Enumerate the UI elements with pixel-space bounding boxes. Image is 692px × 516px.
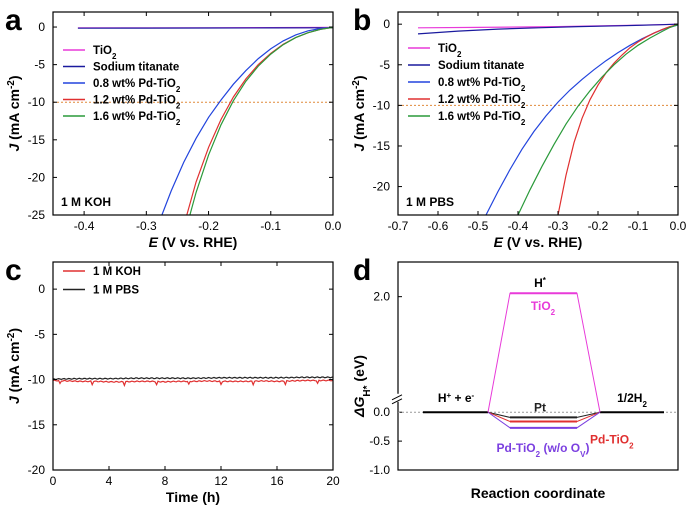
x-tick-label: -0.5	[468, 219, 489, 233]
y-tick-label: -0.5	[369, 434, 390, 448]
y-tick-label: -15	[373, 139, 391, 153]
panel-letter: d	[353, 254, 371, 287]
plot-frame	[397, 11, 679, 216]
y-tick-label: -1.0	[369, 463, 390, 477]
series-line	[417, 23, 678, 35]
series-line	[517, 24, 678, 215]
initial-state-label: H+ + e-	[438, 391, 475, 406]
x-tick-label: 0.0	[670, 219, 687, 233]
y-tick-label: -15	[28, 418, 46, 432]
series-line	[557, 24, 678, 215]
x-tick-label: -0.2	[588, 219, 609, 233]
level-label: TiO2	[531, 299, 556, 317]
condition-label: 1 M PBS	[406, 195, 454, 209]
y-tick-label: 0	[38, 20, 45, 34]
x-tick-label: 8	[162, 474, 169, 488]
panel-c: c 0 4 8 12 16 20 0 -5 -10 -15 -20 Time (h) J (mA cm-2…	[5, 254, 340, 505]
series-line	[186, 26, 333, 215]
level-label: Pt	[534, 400, 546, 414]
x-tick-label: -0.4	[74, 219, 95, 233]
legend-label: TiO2	[93, 45, 117, 61]
series-group	[53, 376, 333, 388]
level-label: Pd-TiO2	[590, 432, 634, 450]
axis-break-mask	[393, 393, 403, 402]
x-tick-label: -0.6	[428, 219, 449, 233]
plot-frame	[397, 261, 679, 471]
panel-a: a -0.4 -0.3 -0.2 -0.1 0.0 0 -5 -10 -15 -20 -25 E (V …	[5, 4, 342, 250]
series-group	[417, 23, 678, 215]
x-tick-label: 0.0	[325, 219, 342, 233]
x-tick-label: 20	[326, 474, 340, 488]
x-tick-label: 0	[50, 474, 57, 488]
plot-frame	[52, 11, 334, 216]
y-tick-label: 2.0	[373, 290, 390, 304]
y-tick-label: -20	[373, 180, 391, 194]
y-tick-label: -5	[34, 327, 45, 341]
legend-label: TiO2	[438, 43, 462, 59]
y-axis-label: J (mA cm-2)	[351, 75, 368, 151]
legend-label: Sodium titanate	[93, 62, 179, 74]
y-tick-label: -25	[28, 208, 46, 222]
y-tick-label: -20	[28, 170, 46, 184]
legend-label: 0.8 wt% Pd-TiO2	[438, 77, 526, 93]
x-tick-label: -0.7	[388, 219, 409, 233]
y-axis-label: J (mA cm-2)	[6, 328, 23, 404]
panel-letter: b	[353, 4, 371, 37]
y-tick-label: -5	[379, 58, 390, 72]
x-axis-label: E (V vs. RHE)	[149, 234, 238, 250]
y-tick-label: 0	[38, 282, 45, 296]
x-tick-label: -0.4	[508, 219, 529, 233]
y-axis-label: J (mA cm-2)	[6, 75, 23, 151]
legend-label: 1 M PBS	[93, 285, 139, 297]
x-axis-label: Time (h)	[166, 489, 220, 505]
level-label: Pd-TiO2 (w/o OV)	[497, 441, 590, 459]
panel-b: b -0.7 -0.6 -0.5 -0.4 -0.3 -0.2 -0.1 0.0 0 -5 -10 -1…	[351, 4, 687, 250]
series-line	[53, 376, 333, 381]
y-axis-label: ΔGH* (eV)	[351, 355, 373, 418]
y-tick-label: -15	[28, 133, 46, 147]
legend-label: 1.2 wt% Pd-TiO2	[93, 95, 181, 111]
legend-label: Sodium titanate	[438, 60, 524, 72]
condition-label: 1 M KOH	[61, 195, 111, 209]
legend-label: 1 M KOH	[93, 266, 141, 278]
y-tick-label: -10	[373, 98, 391, 112]
axis-break	[391, 398, 403, 405]
series-line	[53, 379, 333, 388]
y-tick-label: -20	[28, 463, 46, 477]
x-tick-label: 4	[106, 474, 113, 488]
legend-label: 1.6 wt% Pd-TiO2	[438, 111, 526, 127]
y-tick-label: -10	[28, 373, 46, 387]
x-tick-label: -0.1	[628, 219, 649, 233]
axis-break	[391, 394, 403, 401]
x-tick-label: 12	[214, 474, 228, 488]
x-tick-label: -0.3	[548, 219, 569, 233]
x-axis-label: Reaction coordinate	[471, 485, 606, 501]
legend-label: 0.8 wt% Pd-TiO2	[93, 78, 181, 94]
legend-label: 1.6 wt% Pd-TiO2	[93, 111, 181, 127]
series-group	[77, 26, 333, 215]
intermediate-label: H*	[534, 276, 547, 291]
series-line	[161, 26, 333, 215]
x-tick-label: -0.1	[260, 219, 281, 233]
x-axis-label: E (V vs. RHE)	[494, 234, 583, 250]
x-tick-label: 16	[270, 474, 284, 488]
pathway-line	[487, 411, 601, 429]
final-state-label: 1/2H2	[617, 391, 647, 409]
x-tick-label: -0.3	[136, 219, 157, 233]
series-line	[189, 26, 333, 215]
x-tick-label: -0.2	[198, 219, 219, 233]
y-tick-label: -10	[28, 95, 46, 109]
plot-frame	[52, 261, 334, 471]
legend-label: 1.2 wt% Pd-TiO2	[438, 94, 526, 110]
y-tick-label: 0.0	[373, 405, 390, 419]
y-tick-label: -5	[34, 58, 45, 72]
y-tick-label: 0	[383, 17, 390, 31]
panel-letter: c	[5, 254, 22, 287]
panel-letter: a	[5, 4, 22, 37]
